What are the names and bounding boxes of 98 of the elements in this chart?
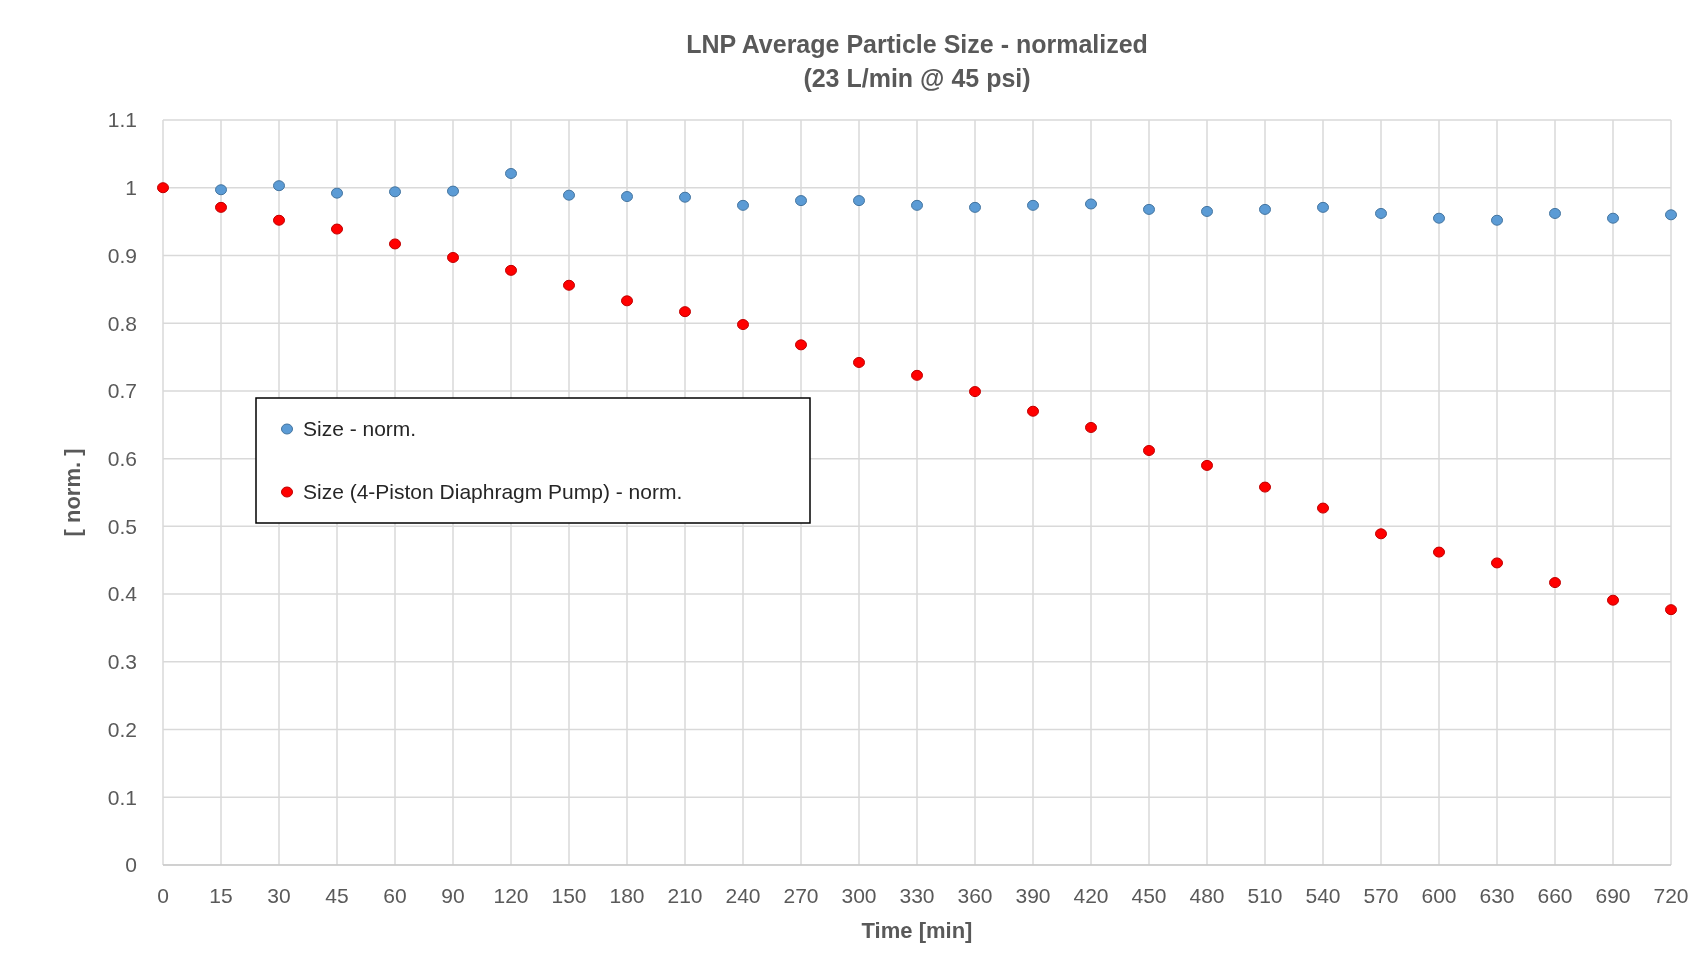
point [1549,207,1561,219]
point [795,195,807,207]
point [621,191,633,203]
x-tick-label: 180 [609,884,645,907]
point [447,251,459,263]
x-tick-label: 480 [1189,884,1225,907]
y-tick-label: 0.6 [107,446,137,470]
point [737,319,749,331]
x-tick-label: 90 [441,884,465,907]
point [1607,594,1619,606]
y-tick-label: 0.5 [107,514,137,538]
point [969,386,981,398]
x-tick-label: 420 [1073,884,1109,907]
point [1375,207,1387,219]
point [1027,405,1039,417]
point [1143,445,1155,457]
point [795,339,807,351]
point [1201,459,1213,471]
x-tick-label: 720 [1653,884,1689,907]
point [1317,201,1329,213]
point [853,356,865,368]
x-tick-label: 690 [1595,884,1631,907]
point [1375,528,1387,540]
x-tick-label: 510 [1247,884,1283,907]
x-tick-label: 270 [783,884,819,907]
point [447,185,459,197]
y-tick-label: 1.1 [107,108,137,132]
point [1607,212,1619,224]
y-tick-label: 0.2 [107,717,137,741]
point [215,201,227,213]
point [389,186,401,198]
x-tick-label: 120 [493,884,529,907]
x-tick-label: 30 [267,884,291,907]
point [1549,577,1561,589]
point [621,295,633,307]
point [737,199,749,211]
point [1085,421,1097,433]
y-tick-label: 0.9 [107,243,137,267]
point [157,182,169,194]
point [563,189,575,201]
point [1143,203,1155,215]
point [1491,214,1503,226]
point [1317,502,1329,514]
x-tick-label: 15 [209,884,233,907]
point [679,191,691,203]
y-tick-label: 0 [125,853,137,877]
point [1259,203,1271,215]
y-tick-label: 0.4 [107,582,138,606]
x-tick-label: 390 [1015,884,1051,907]
point [911,369,923,381]
y-tick-label: 0.1 [107,785,137,809]
point [1665,209,1677,221]
point [505,264,517,276]
point [331,223,343,235]
x-tick-label: 360 [957,884,993,907]
x-tick-label: 150 [551,884,587,907]
y-tick-label: 0.7 [107,379,137,403]
point [505,168,517,180]
x-tick-label: 330 [899,884,935,907]
x-tick-label: 600 [1421,884,1457,907]
x-tick-label: 450 [1131,884,1167,907]
point [273,214,285,226]
legend-label: Size (4-Piston Diaphragm Pump) - norm. [303,480,683,504]
point [1201,205,1213,217]
point [853,195,865,207]
point [1665,604,1677,616]
point [1491,557,1503,569]
x-tick-label: 60 [383,884,407,907]
y-axis-title: [ norm. ] [60,448,85,537]
x-tick-label: 660 [1537,884,1573,907]
point [679,306,691,318]
y-tick-label: 0.3 [107,650,137,674]
x-tick-label: 300 [841,884,877,907]
legend-label: Size - norm. [303,417,417,441]
point [1027,199,1039,211]
x-tick-label: 45 [325,884,349,907]
point [1433,212,1445,224]
x-axis-title: Time [min] [861,918,973,943]
chart-title: LNP Average Particle Size - normalized [686,30,1148,58]
point [969,201,981,213]
x-tick-label: 210 [667,884,703,907]
point [1259,481,1271,493]
x-tick-label: 0 [157,884,169,907]
x-tick-label: 630 [1479,884,1515,907]
point [911,199,923,211]
y-tick-label: 1 [125,176,137,200]
x-tick-label: 570 [1363,884,1399,907]
point [215,184,227,196]
point [389,238,401,250]
x-tick-label: 240 [725,884,761,907]
point [331,187,343,199]
chart-subtitle: (23 L/min @ 45 psi) [803,64,1031,92]
point [273,180,285,192]
y-tick-label: 0.8 [107,311,137,335]
point [563,279,575,291]
x-tick-label: 540 [1305,884,1341,907]
point [1085,198,1097,210]
point [1433,546,1445,558]
